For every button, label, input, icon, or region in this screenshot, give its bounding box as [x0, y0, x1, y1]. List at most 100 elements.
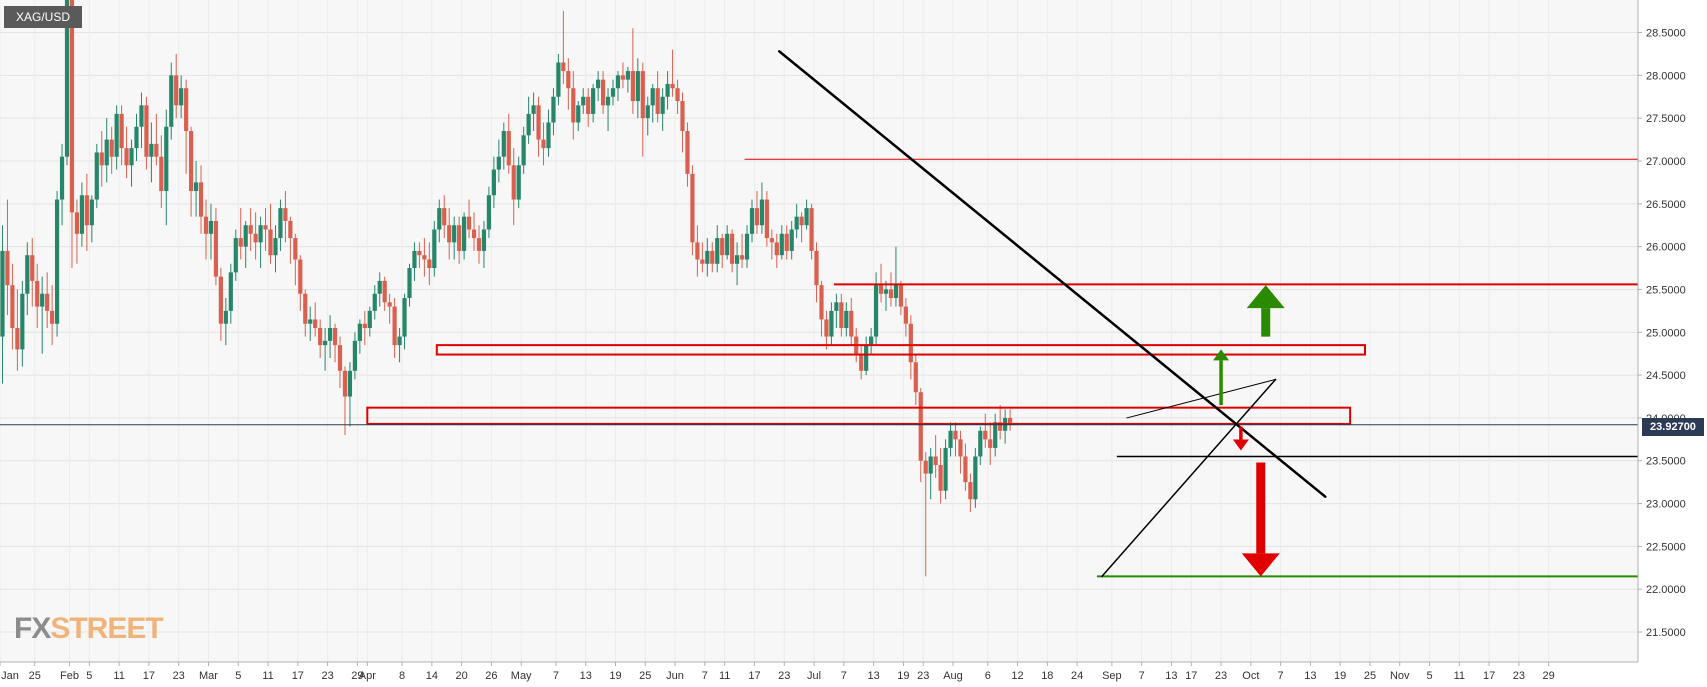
- candle-body: [710, 250, 715, 264]
- y-tick-label: 25.0000: [1646, 327, 1686, 339]
- x-tick-label: 17: [143, 670, 155, 682]
- candle-body: [908, 323, 913, 363]
- candle-body: [228, 272, 233, 311]
- candle-body: [665, 83, 670, 97]
- candle-body: [963, 456, 968, 483]
- x-tick-label: 20: [455, 670, 467, 682]
- candle-body: [308, 319, 313, 324]
- candle-body: [526, 113, 531, 136]
- candle-body: [357, 323, 362, 341]
- candle-body: [809, 208, 814, 251]
- candle-body: [725, 233, 730, 256]
- candle-body: [769, 238, 774, 243]
- x-tick-label: 23: [917, 670, 929, 682]
- candle-body: [174, 75, 179, 106]
- candle-body: [779, 233, 784, 256]
- candle-body: [447, 225, 452, 243]
- candle-body: [437, 208, 442, 230]
- y-tick-label: 22.5000: [1646, 541, 1686, 553]
- candle-body: [973, 456, 978, 500]
- x-tick-label: 6: [985, 670, 991, 682]
- x-tick-label: Oct: [1242, 670, 1259, 682]
- candle-body: [124, 148, 129, 166]
- zone-box: [366, 406, 1352, 425]
- candle-body: [735, 255, 740, 264]
- x-tick-label: 11: [113, 670, 124, 682]
- candle-body: [953, 430, 958, 440]
- trend-line: [778, 50, 1327, 498]
- candle-body: [59, 156, 65, 200]
- candle-body: [412, 250, 417, 269]
- candle-body: [184, 88, 189, 132]
- candle-body: [442, 208, 447, 226]
- symbol-label: XAG/USD: [4, 6, 83, 28]
- candle-body: [814, 250, 819, 286]
- candle-body: [546, 122, 551, 149]
- time-axis-background: [0, 662, 1707, 687]
- candle-body: [382, 280, 387, 303]
- candle-body: [352, 340, 357, 371]
- candle-body: [218, 276, 223, 324]
- candle-body: [134, 126, 139, 149]
- x-tick-label: 25: [1364, 670, 1376, 682]
- candle-body: [491, 169, 496, 196]
- candle-body: [154, 143, 159, 157]
- candle-body: [903, 306, 908, 324]
- candle-body: [30, 255, 35, 281]
- candle-body: [114, 113, 119, 157]
- price-axis[interactable]: 28.5000 28.0000 27.5000 27.0000 26.5000 26.00…: [1638, 28, 1686, 639]
- candle-body: [744, 233, 750, 260]
- candle-body: [149, 143, 154, 157]
- candle-body: [233, 238, 238, 273]
- candles: [0, 0, 1013, 577]
- candle-body: [749, 208, 755, 234]
- x-tick-label: 5: [1426, 670, 1432, 682]
- candle-body: [551, 96, 556, 123]
- y-tick-label: 28.0000: [1646, 70, 1686, 82]
- candle-body: [655, 88, 660, 114]
- candle-body: [834, 302, 839, 311]
- candle-body: [422, 255, 427, 260]
- x-tick-label: 29: [1543, 670, 1555, 682]
- candle-body: [372, 293, 377, 311]
- candle-body: [536, 105, 541, 140]
- candle-body: [923, 460, 928, 474]
- trend-line: [1126, 378, 1277, 419]
- candle-body: [804, 208, 809, 226]
- candle-body: [84, 195, 89, 226]
- candle-body: [849, 310, 854, 337]
- candle-body: [318, 328, 323, 346]
- fxstreet-logo: FXSTREET: [14, 612, 164, 646]
- candle-body: [720, 238, 725, 256]
- candle-body: [303, 293, 308, 324]
- candle-body: [20, 293, 25, 350]
- candle-body: [983, 430, 988, 440]
- x-tick-label: 25: [29, 670, 41, 682]
- candle-body: [730, 233, 735, 264]
- x-tick-label: 11: [262, 670, 273, 682]
- trend-line: [1101, 378, 1277, 578]
- y-tick-label: 21.5000: [1646, 627, 1686, 639]
- candle-body: [839, 302, 844, 329]
- x-tick-label: 13: [1304, 670, 1316, 682]
- candle-body: [819, 285, 824, 320]
- candle-body: [104, 139, 109, 166]
- candle-body: [1008, 417, 1013, 424]
- candle-body: [913, 362, 918, 393]
- candle-body: [15, 328, 20, 350]
- y-tick-label: 23.5000: [1646, 456, 1686, 468]
- x-tick-label: 19: [897, 670, 909, 682]
- candle-body: [99, 152, 104, 166]
- candle-body: [789, 229, 794, 251]
- candle-body: [610, 88, 616, 97]
- x-tick-label: 7: [1139, 670, 1145, 682]
- candle-body: [159, 156, 164, 191]
- candle-body: [347, 370, 353, 397]
- x-tick-label: 13: [580, 670, 592, 682]
- candle-body: [337, 345, 343, 371]
- candle-body: [0, 250, 5, 337]
- candle-body: [690, 173, 695, 243]
- x-tick-label: 5: [235, 670, 241, 682]
